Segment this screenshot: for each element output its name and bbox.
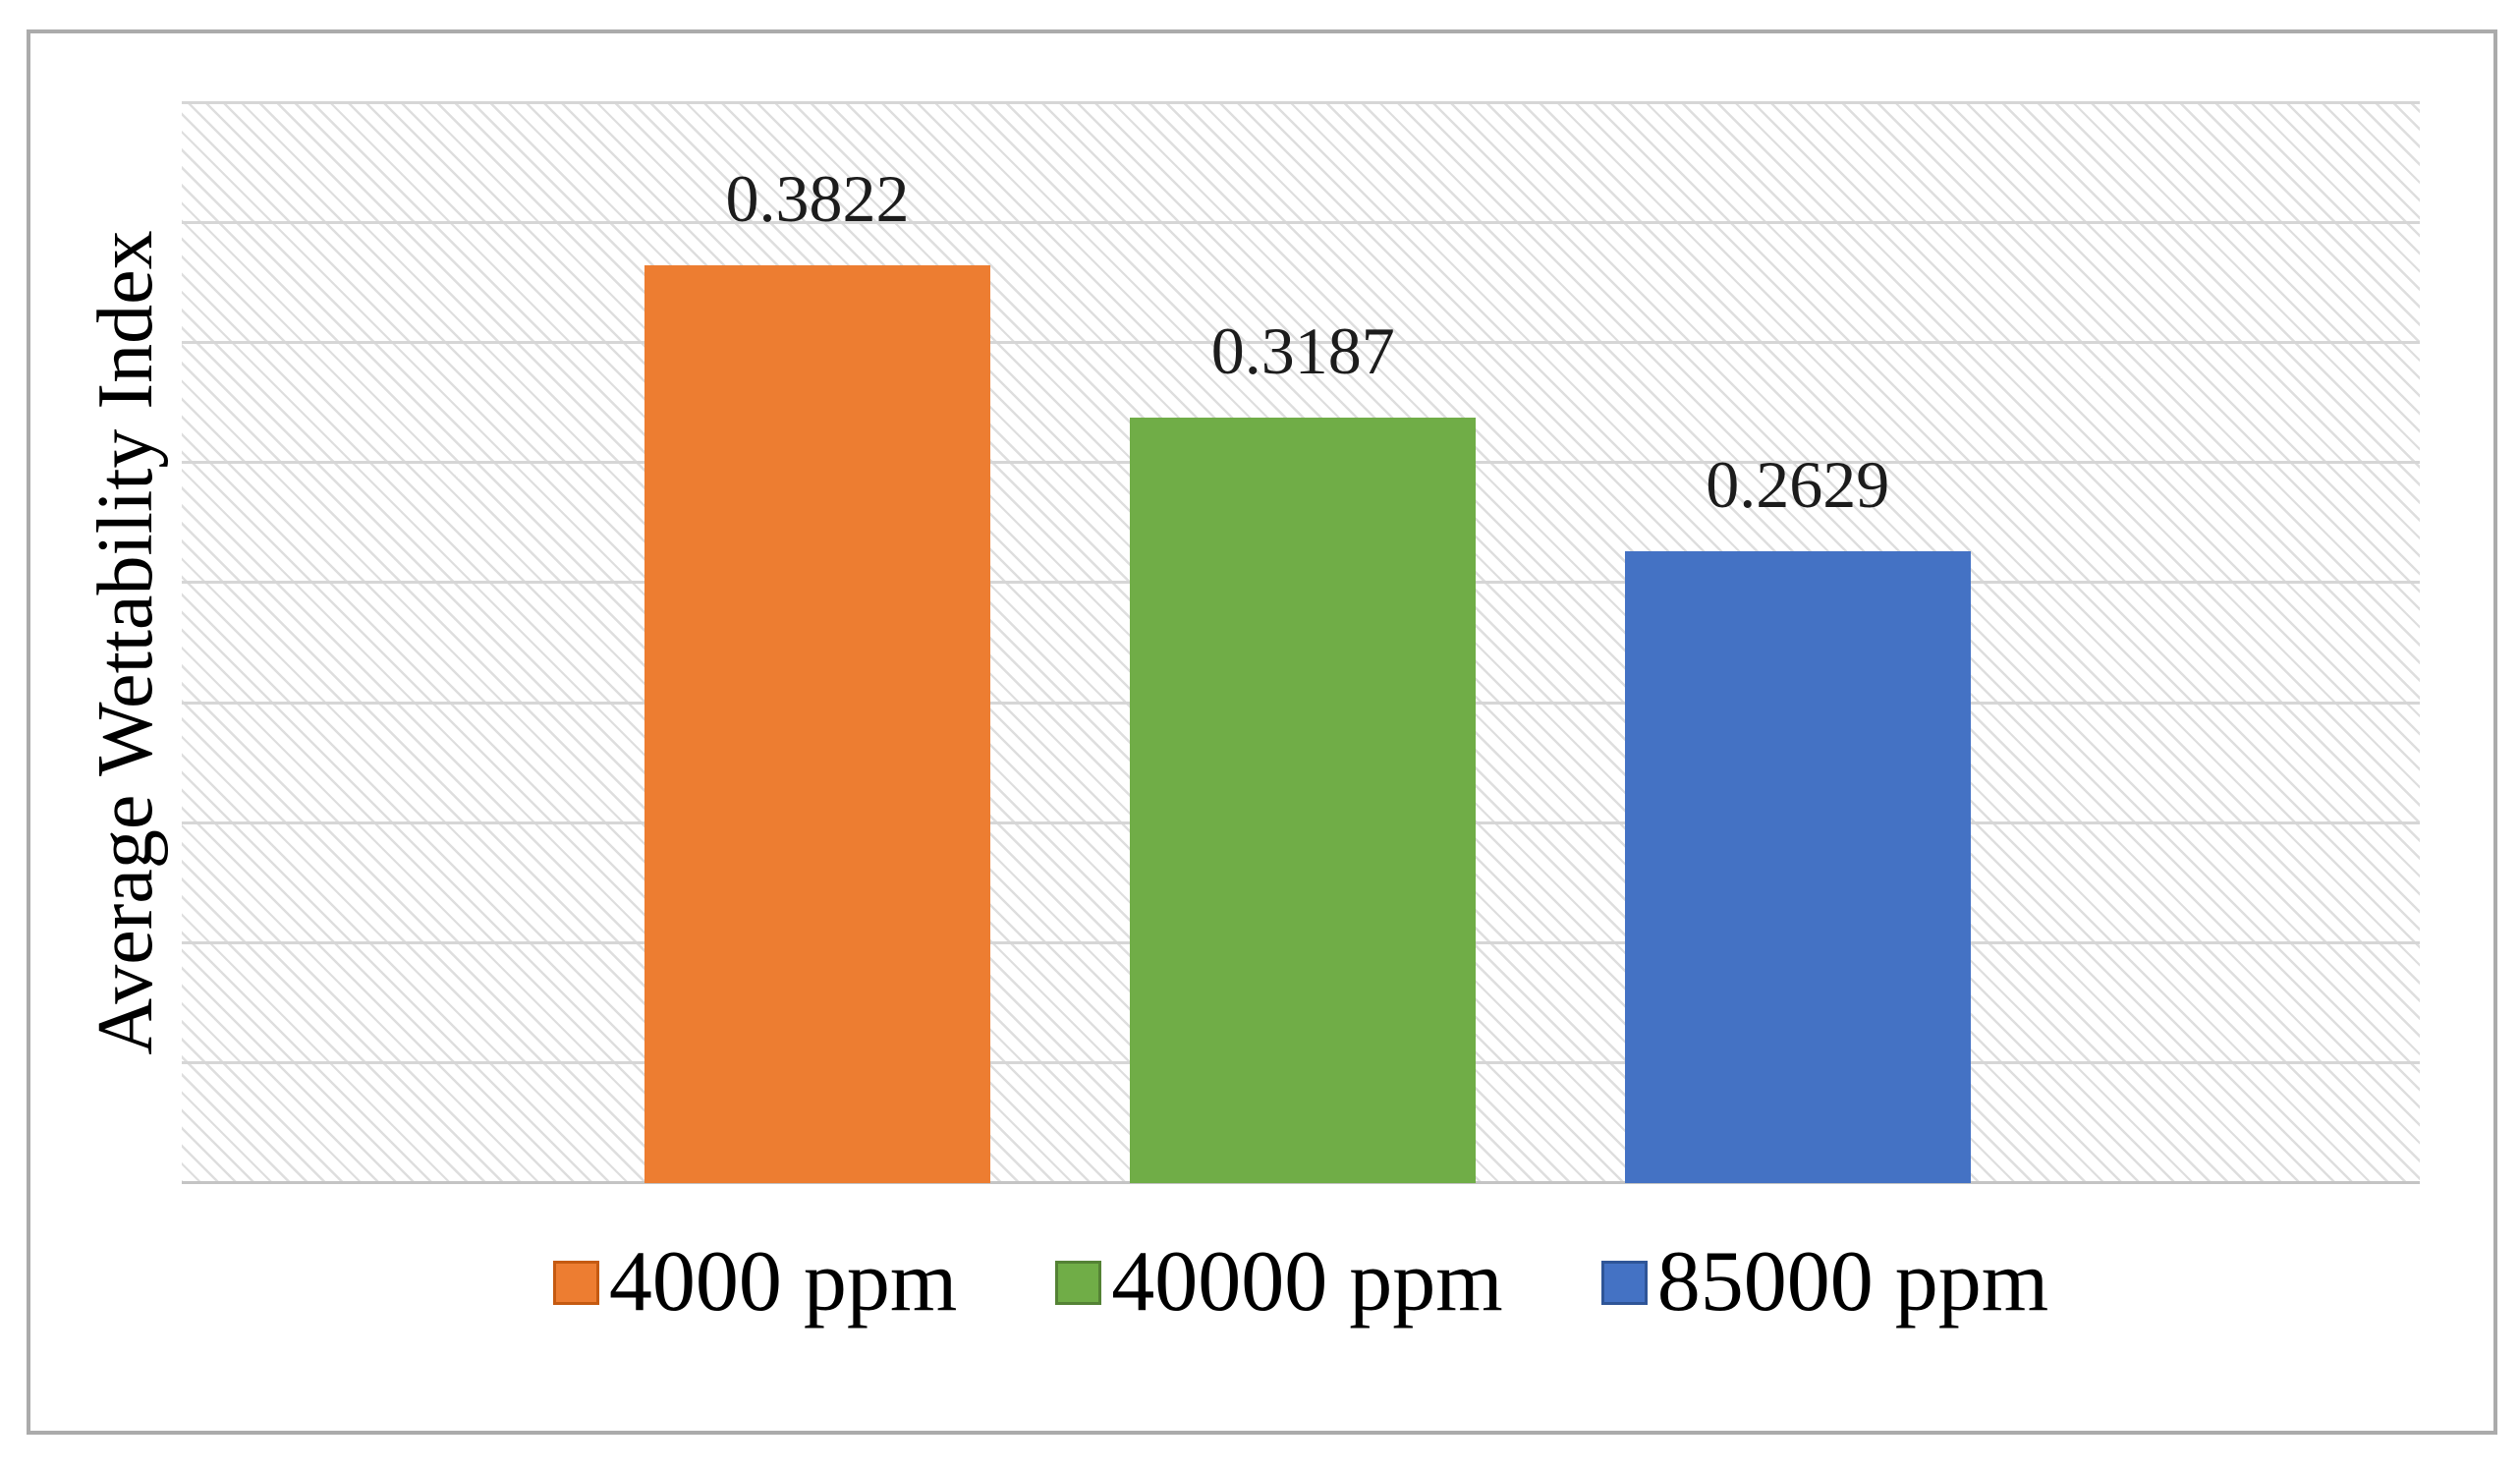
- legend-swatch-icon: [1055, 1260, 1102, 1305]
- bar-85000-ppm: [1624, 551, 1971, 1183]
- legend-item-4000-ppm: 4000 ppm: [552, 1234, 958, 1330]
- bar-value-label: 0.3187: [1210, 312, 1395, 388]
- legend-label: 85000 ppm: [1656, 1234, 2049, 1330]
- bar-value-label: 0.2629: [1706, 447, 1890, 523]
- legend: 4000 ppm 40000 ppm 85000 ppm: [182, 1218, 2420, 1346]
- legend-item-85000-ppm: 85000 ppm: [1600, 1234, 2049, 1330]
- legend-label: 40000 ppm: [1111, 1234, 1503, 1330]
- gridline: [182, 100, 2420, 104]
- gridline: [182, 340, 2420, 344]
- legend-label: 4000 ppm: [608, 1234, 958, 1330]
- bar-40000-ppm: [1130, 417, 1477, 1183]
- bar-value-label: 0.3822: [725, 160, 910, 236]
- legend-swatch-icon: [1600, 1260, 1648, 1305]
- legend-item-40000-ppm: 40000 ppm: [1055, 1234, 1503, 1330]
- plot-area: 0.3822 0.3187 0.2629: [182, 100, 2420, 1184]
- y-axis-title: Average Wettability Index: [82, 230, 169, 1055]
- legend-swatch-icon: [552, 1260, 599, 1305]
- bar-4000-ppm: [644, 264, 990, 1183]
- gridline: [182, 220, 2420, 224]
